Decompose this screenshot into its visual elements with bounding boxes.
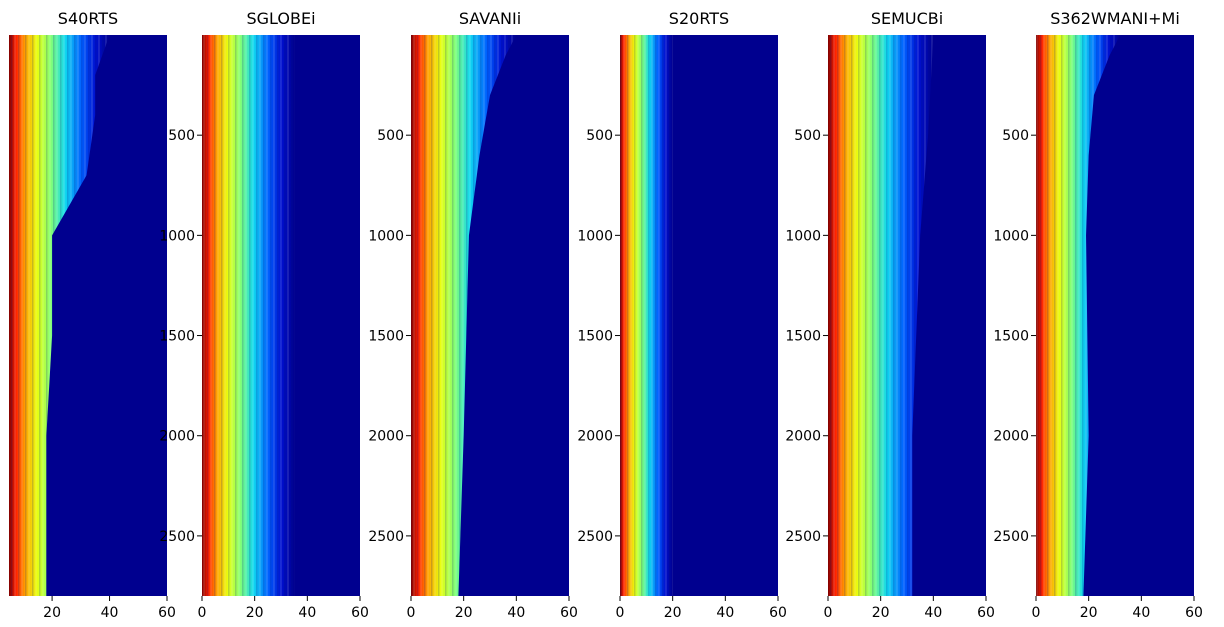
- y-tick-label: 2500: [577, 529, 613, 545]
- panel-title: SAVANIi: [459, 9, 521, 28]
- panel-1: S40RTS 20 40 60: [9, 9, 176, 621]
- panel-title: S20RTS: [669, 9, 729, 28]
- x-tick-label: 20: [43, 605, 61, 621]
- y-tick-label: 1500: [368, 329, 404, 345]
- y-tick-label: 1000: [993, 228, 1029, 244]
- panel-2: SGLOBEi 0 20 40 60 500 1000 1500 2000 2500: [159, 9, 369, 621]
- x-tick-label: 40: [101, 605, 119, 621]
- x-tick-label: 60: [1185, 605, 1203, 621]
- x-tick-label: 60: [769, 605, 787, 621]
- panel-6: S362WMANI+Mi 0 20 40 60 500 1000 1500 2000 2500: [993, 9, 1203, 621]
- x-tick-label: 60: [560, 605, 578, 621]
- y-tick-label: 1500: [159, 329, 195, 345]
- x-tick-label: 0: [824, 605, 833, 621]
- y-tick-label: 2000: [159, 429, 195, 445]
- y-tick-label: 2500: [368, 529, 404, 545]
- x-tick-label: 40: [924, 605, 942, 621]
- y-tick-label: 500: [794, 128, 821, 144]
- heatmap-texture: [9, 35, 110, 596]
- panel-title: S362WMANI+Mi: [1050, 9, 1180, 28]
- y-tick-label: 500: [377, 128, 404, 144]
- y-tick-label: 2000: [577, 429, 613, 445]
- x-tick-label: 0: [1032, 605, 1041, 621]
- y-tick-label: 2000: [993, 429, 1029, 445]
- x-tick-label: 20: [246, 605, 264, 621]
- y-tick-label: 2000: [785, 429, 821, 445]
- y-tick-label: 1500: [993, 329, 1029, 345]
- heatmap-texture: [411, 35, 517, 596]
- y-tick-label: 1000: [785, 228, 821, 244]
- x-tick-label: 60: [977, 605, 995, 621]
- y-tick-label: 2000: [368, 429, 404, 445]
- panel-title: S40RTS: [58, 9, 118, 28]
- heatmap-texture: [202, 35, 295, 596]
- x-tick-label: 0: [616, 605, 625, 621]
- y-tick-label: 1000: [368, 228, 404, 244]
- y-tick-label: 2500: [159, 529, 195, 545]
- y-tick-label: 1000: [577, 228, 613, 244]
- x-tick-label: 60: [351, 605, 369, 621]
- x-tick-label: 40: [716, 605, 734, 621]
- x-tick-label: 20: [872, 605, 890, 621]
- x-tick-label: 40: [1132, 605, 1150, 621]
- panel-5: SEMUCBi 0 20 40 60 500 1000 1500 2000 2500: [785, 9, 995, 621]
- x-tick-label: 20: [455, 605, 473, 621]
- x-tick-label: 0: [198, 605, 207, 621]
- y-tick-label: 500: [586, 128, 613, 144]
- panel-3: SAVANIi 0 20 40 60 500 1000 1500 2000 2500: [368, 9, 578, 621]
- panel-4: S20RTS 0 20 40 60 500 1000 1500 2000 2500: [577, 9, 787, 621]
- x-tick-label: 20: [664, 605, 682, 621]
- panel-title: SEMUCBi: [871, 9, 943, 28]
- y-tick-label: 1500: [785, 329, 821, 345]
- x-tick-label: 60: [158, 605, 176, 621]
- heatmap-texture: [620, 35, 673, 596]
- x-tick-label: 0: [407, 605, 416, 621]
- y-tick-label: 1000: [159, 228, 195, 244]
- y-tick-label: 1500: [577, 329, 613, 345]
- x-tick-label: 40: [507, 605, 525, 621]
- x-tick-label: 40: [298, 605, 316, 621]
- y-tick-label: 500: [1002, 128, 1029, 144]
- y-tick-label: 2500: [785, 529, 821, 545]
- heatmap-texture: [1036, 35, 1121, 596]
- y-tick-label: 2500: [993, 529, 1029, 545]
- heatmap-texture: [828, 35, 934, 596]
- x-tick-label: 20: [1080, 605, 1098, 621]
- panel-title: SGLOBEi: [246, 9, 315, 28]
- y-tick-label: 500: [168, 128, 195, 144]
